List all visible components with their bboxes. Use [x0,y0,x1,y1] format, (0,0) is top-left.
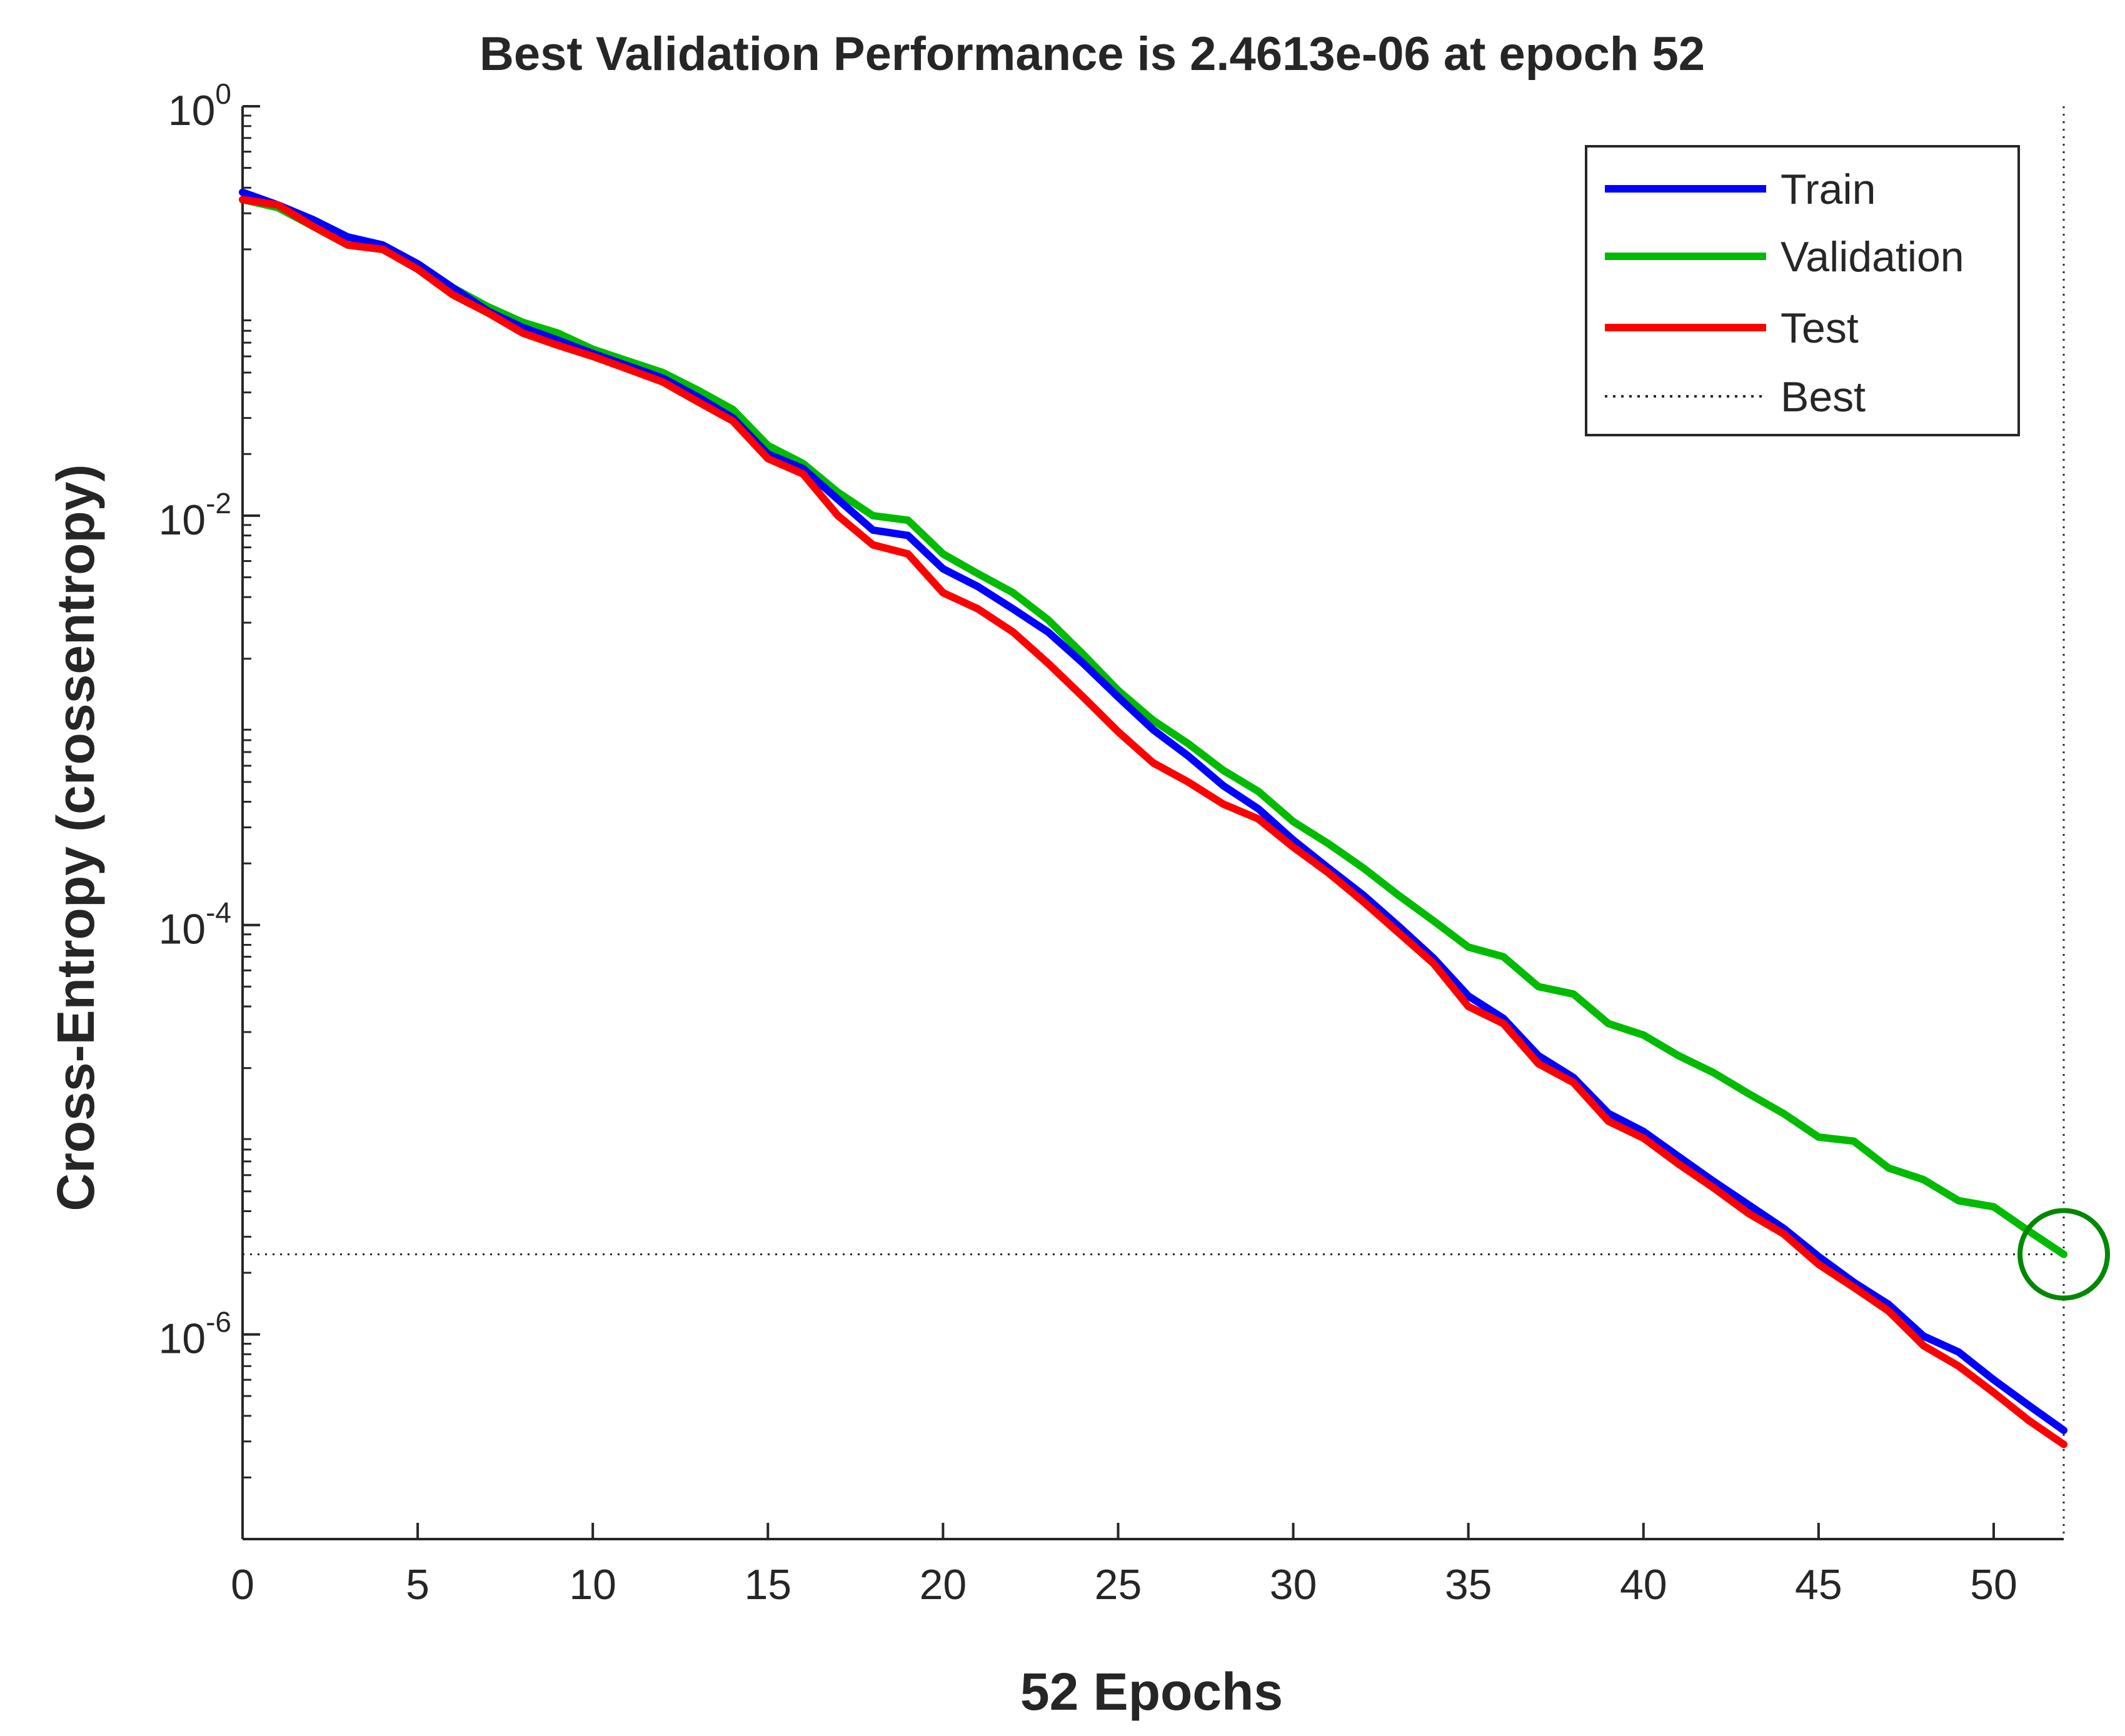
x-tick-label: 40 [1620,1561,1667,1608]
legend: Train Validation Test Best [1585,145,2020,436]
x-tick-label: 20 [920,1561,967,1608]
x-tick-label: 50 [1970,1561,2017,1608]
legend-test-label: Test [1781,304,1859,352]
validation-line [239,196,2067,1258]
plot-area: 0 5 10 15 20 25 30 35 40 45 50 100 10-2 10-4 10-6 [158,78,2110,1608]
x-tick-label: 5 [406,1561,430,1608]
y-tick-label: 100 [168,78,231,134]
x-tick-label: 0 [231,1561,254,1608]
x-tick-label: 10 [569,1561,616,1608]
y-axis-label: Cross-Entropy (crossentropy) [46,464,105,1212]
chart-title: Best Validation Performance is 2.4613e-0… [480,28,1705,81]
x-tick-label: 35 [1445,1561,1492,1608]
x-tick-label: 25 [1095,1561,1142,1608]
y-tick-label: 10-4 [158,896,231,953]
legend-best-label: Best [1781,373,1866,421]
x-axis-label: 52 Epochs [1020,1662,1283,1721]
legend-box [1585,145,2020,436]
legend-validation-label: Validation [1781,233,1964,281]
legend-train-label: Train [1781,166,1876,213]
y-tick-label: 10-2 [158,487,231,544]
best-marker-circle [2017,1208,2110,1301]
test-line [239,196,2067,1448]
x-tick-label: 15 [744,1561,791,1608]
x-tick-label: 30 [1270,1561,1317,1608]
x-tick-label: 45 [1795,1561,1842,1608]
y-tick-label: 10-6 [158,1306,231,1363]
train-line [239,188,2067,1434]
